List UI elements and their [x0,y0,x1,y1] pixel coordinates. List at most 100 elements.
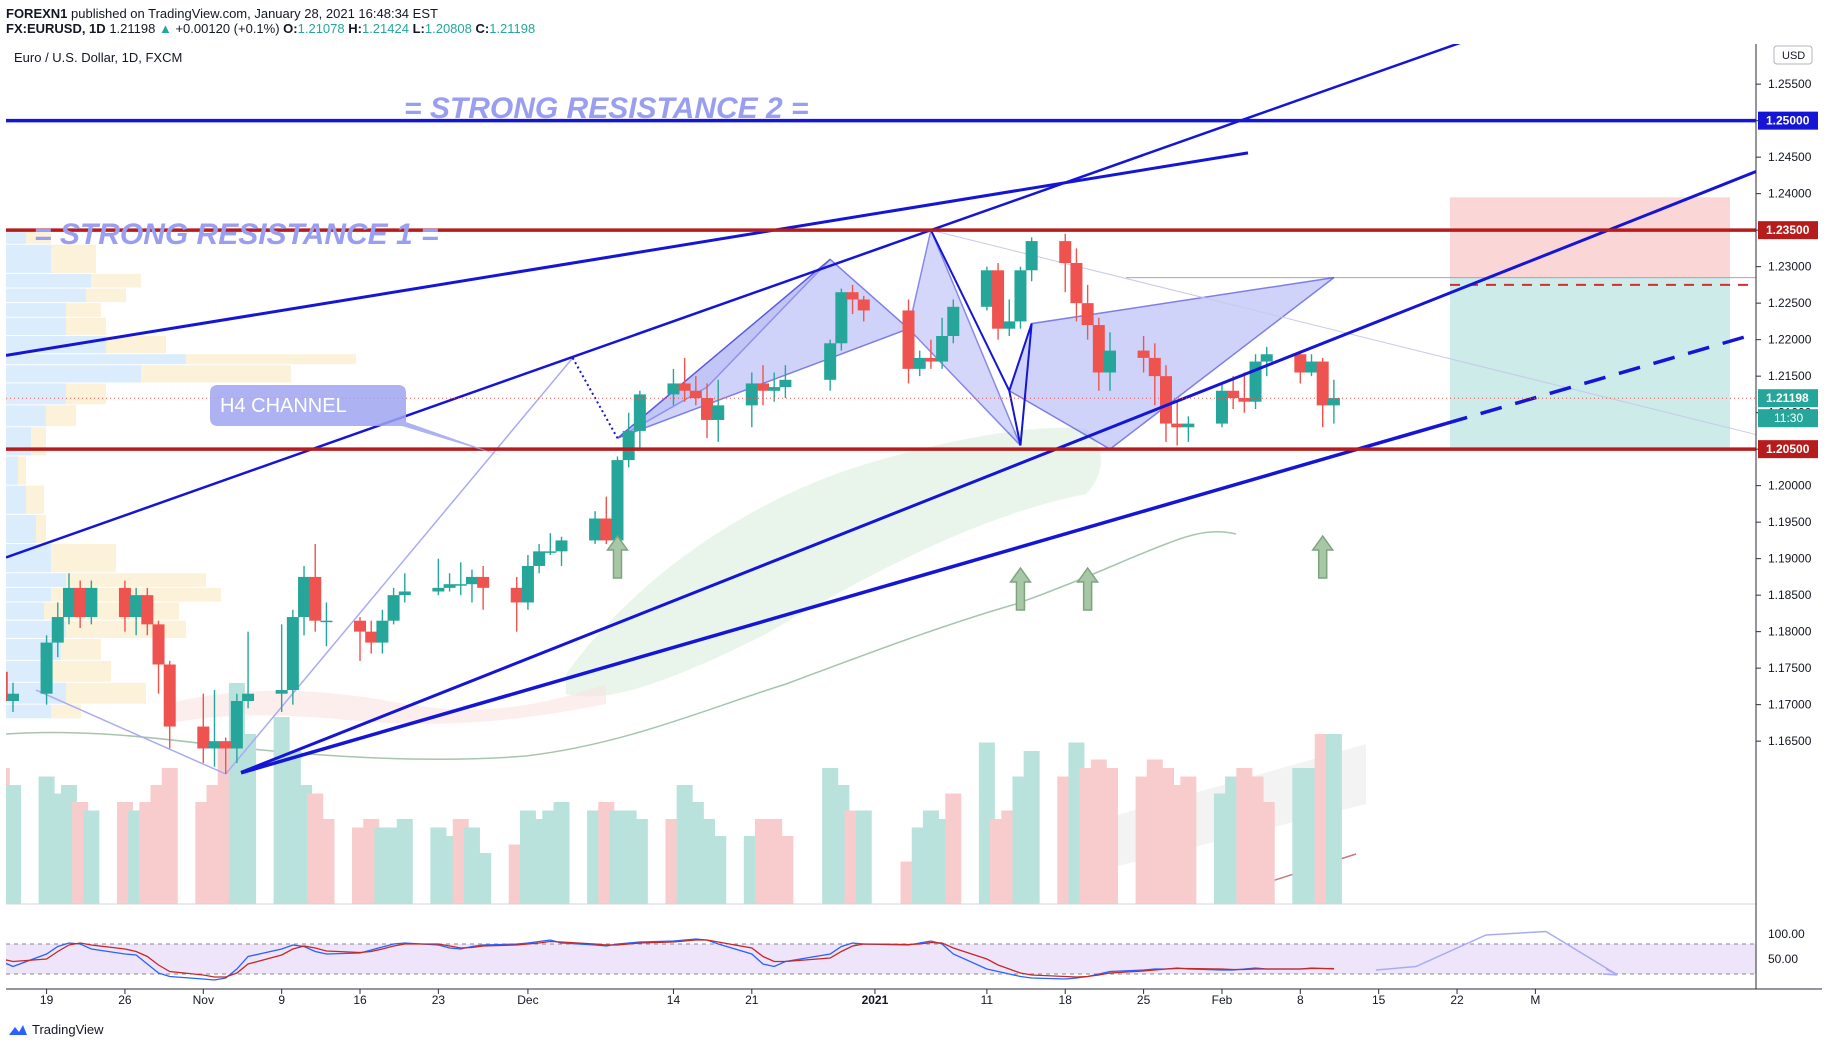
volume-bar [855,810,872,904]
candle-body [521,565,534,603]
candle-body [141,595,154,625]
candle-body [74,587,87,618]
volume-bar [1180,776,1197,904]
candle-body [398,591,411,596]
volume-bar [710,836,727,904]
volume-bar [240,734,257,904]
candle-body [118,587,131,618]
candle-body [924,357,937,362]
risk-reward-zones[interactable] [1126,197,1756,450]
price-chart[interactable]: = STRONG RESISTANCE 2 = = STRONG RESISTAN… [6,44,1822,1014]
candle-body [533,551,546,566]
candle-body [611,460,624,541]
candle-body [152,624,165,665]
published-text: published on TradingView.com, January 28… [71,6,438,21]
volume-profile-buy [6,336,106,354]
h4-channel-label: H4 CHANNEL [220,395,347,417]
candle-body [1159,376,1172,424]
footer: TradingView [8,1022,104,1037]
candle-body [465,576,478,585]
volume-profile-sell [66,303,101,317]
swing-line [35,689,226,775]
volume-bar [1258,802,1275,904]
price-tag [1758,221,1818,240]
candle-body [510,587,523,603]
x-tick-label: 8 [1297,993,1304,1007]
volume-profile-buy [6,485,26,514]
y-tick-label: 1.17000 [1768,698,1812,712]
drawings[interactable] [6,44,1756,775]
volume-profile-buy [6,273,91,288]
y-tick-label: 1.24500 [1768,150,1812,164]
volume-profile-sell [46,405,76,427]
y-tick-label: 1.23000 [1768,260,1812,274]
volume-profile-buy [6,587,51,602]
volume-profile-sell [18,456,26,485]
candle-body [387,595,400,621]
volume-profile-buy [6,704,51,719]
candle-body [286,617,299,691]
candle-body [902,310,915,369]
close-label: C: [475,21,490,36]
candle-body [40,642,53,694]
y-tick-label: 1.17500 [1768,661,1812,675]
volume-profile-buy [6,405,46,427]
up-arrow-icon [1311,534,1335,579]
volume-profile-buy [6,514,36,544]
volume-profile-buy [6,317,66,335]
price-tag-label: 1.21198 [1766,391,1809,405]
volume-profile-sell [61,638,101,660]
stochastic-tick-label: 100.00 [1768,927,1805,941]
candle-body [992,270,1005,329]
up-triangle-icon: ▲ [158,21,172,36]
candle-body [365,631,378,643]
footer-brand[interactable]: TradingView [32,1022,104,1037]
price-tag [1758,111,1818,130]
ohlc-line: FX:EURUSD, 1D 1.21198 ▲ +0.00120 (+0.1%)… [6,21,535,36]
support-trend-line [240,421,1447,775]
y-tick-label: 1.22000 [1768,333,1812,347]
volume-profile-sell [51,244,96,273]
volume-profile-buy [6,427,31,456]
x-tick-label: Feb [1212,993,1233,1007]
up-arrow-icon [606,534,629,579]
candle-body [667,383,680,395]
y-tick-label: 1.16500 [1768,734,1812,748]
channel-mid-line [6,44,1461,559]
candle-body [1260,354,1273,362]
x-tick-label: 2021 [862,993,889,1007]
volume-bar [6,785,21,904]
candle-body [633,394,646,431]
candle-body [1081,303,1094,326]
stochastic-band [6,944,1756,974]
stochastic-tick-label: 50.00 [1768,952,1798,966]
candle-body [1104,350,1117,373]
currency-label: USD [1782,50,1805,62]
price-tag [1758,440,1818,459]
author-name[interactable]: FOREXN1 [6,6,68,21]
volume-profile-sell [66,317,106,335]
volume-bar [318,819,335,904]
candle-body [376,620,389,643]
volume-bar [161,768,178,904]
volume-bar [1023,751,1040,904]
candle-body [197,726,210,749]
candle-body [544,551,557,553]
candle-body [208,741,221,749]
candle-body [275,690,288,694]
channel-upper-line [6,151,1249,357]
pattern-leg [1008,323,1033,446]
price-tag-label: 1.20500 [1766,442,1810,456]
close-value: 1.21198 [489,21,536,36]
stochastic-arrow-icon [1602,968,1618,976]
candle-body [1215,390,1228,424]
stochastic-k-line [6,938,1334,981]
text-labels[interactable]: = STRONG RESISTANCE 2 = = STRONG RESISTAN… [14,50,809,456]
open-value: 1.21078 [297,21,345,36]
x-tick-label: 18 [1059,993,1073,1007]
y-tick-label: 1.22500 [1768,296,1812,310]
stochastic-panel [6,903,1756,981]
volume-profile-sell [66,383,106,405]
candle-body [857,299,870,311]
volume-profile-sell [36,514,46,544]
